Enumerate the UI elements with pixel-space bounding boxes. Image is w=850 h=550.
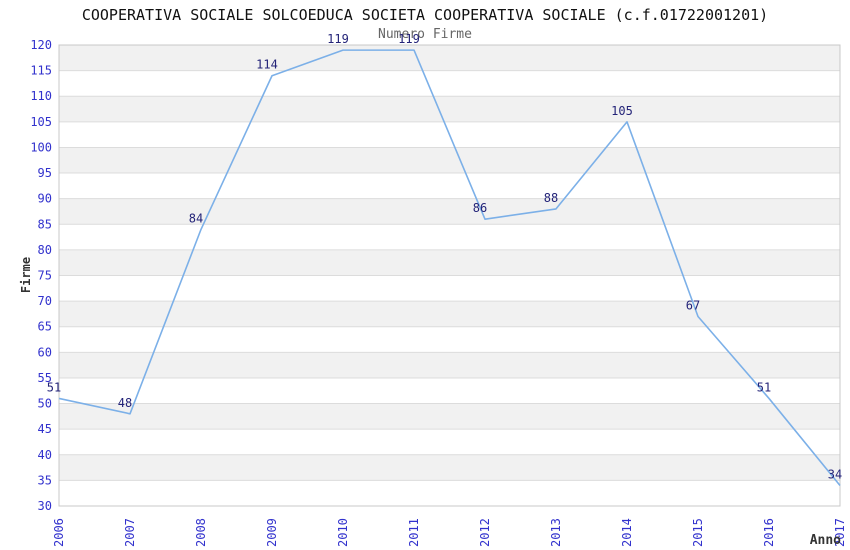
x-tick-label: 2016 <box>762 518 776 547</box>
grid-band <box>59 224 840 250</box>
grid-band <box>59 403 840 430</box>
x-tick-label: 2014 <box>620 518 634 547</box>
y-tick-label: 55 <box>38 371 52 385</box>
data-point-label: 34 <box>828 468 842 482</box>
x-tick-label: 2010 <box>336 518 350 547</box>
data-point-label: 84 <box>189 211 203 225</box>
y-tick-label: 40 <box>38 448 52 462</box>
x-axis-label: Anno <box>809 533 841 548</box>
y-tick-label: 70 <box>38 294 52 308</box>
grid-band <box>59 96 840 122</box>
chart-subtitle: Numero Firme <box>378 27 472 42</box>
grid-band <box>59 70 840 97</box>
y-tick-label: 80 <box>38 243 52 257</box>
y-tick-label: 115 <box>30 64 52 78</box>
y-tick-label: 65 <box>38 320 52 334</box>
grid-band <box>59 377 840 404</box>
y-tick-label: 120 <box>30 38 52 52</box>
data-point-label: 51 <box>47 380 61 394</box>
y-tick-label: 100 <box>30 140 52 154</box>
data-point-label: 105 <box>611 104 633 118</box>
grid-band <box>59 326 840 353</box>
y-tick-label: 45 <box>38 422 52 436</box>
data-point-label: 119 <box>327 32 349 46</box>
grid-band <box>59 147 840 174</box>
grid-band <box>59 198 840 225</box>
y-tick-label: 95 <box>38 166 52 180</box>
x-tick-label: 2007 <box>123 518 137 547</box>
y-tick-label: 50 <box>38 397 52 411</box>
data-point-label: 48 <box>118 396 132 410</box>
y-tick-label: 105 <box>30 115 52 129</box>
y-tick-label: 60 <box>38 345 52 359</box>
data-point-label: 88 <box>544 191 558 205</box>
x-tick-label: 2012 <box>478 518 492 547</box>
data-point-label: 51 <box>757 380 771 394</box>
grid-band <box>59 249 840 276</box>
grid-band <box>59 429 840 455</box>
y-tick-label: 90 <box>38 192 52 206</box>
x-tick-label: 2011 <box>407 518 421 547</box>
data-point-label: 119 <box>398 32 420 46</box>
x-tick-label: 2015 <box>691 518 705 547</box>
data-point-label: 114 <box>256 58 278 72</box>
x-tick-label: 2006 <box>52 518 66 547</box>
y-tick-label: 30 <box>38 499 52 513</box>
y-tick-label: 110 <box>30 89 52 103</box>
x-tick-label: 2009 <box>265 518 279 547</box>
data-point-label: 67 <box>686 298 700 312</box>
grid-band <box>59 275 840 302</box>
data-point-label: 86 <box>473 201 487 215</box>
y-tick-label: 75 <box>38 269 52 283</box>
x-tick-label: 2017 <box>833 518 847 547</box>
y-tick-label: 85 <box>38 217 52 231</box>
plot-border <box>58 44 841 507</box>
grid-band <box>59 45 840 71</box>
grid-band <box>59 480 840 506</box>
x-tick-label: 2013 <box>549 518 563 547</box>
grid-band <box>59 454 840 481</box>
x-tick-label: 2008 <box>194 518 208 547</box>
grid-band <box>59 352 840 378</box>
chart-title: COOPERATIVA SOCIALE SOLCOEDUCA SOCIETA C… <box>81 6 769 24</box>
grid-band <box>59 173 840 199</box>
y-tick-label: 35 <box>38 473 52 487</box>
grid-band <box>59 301 840 327</box>
data-line <box>58 49 841 487</box>
